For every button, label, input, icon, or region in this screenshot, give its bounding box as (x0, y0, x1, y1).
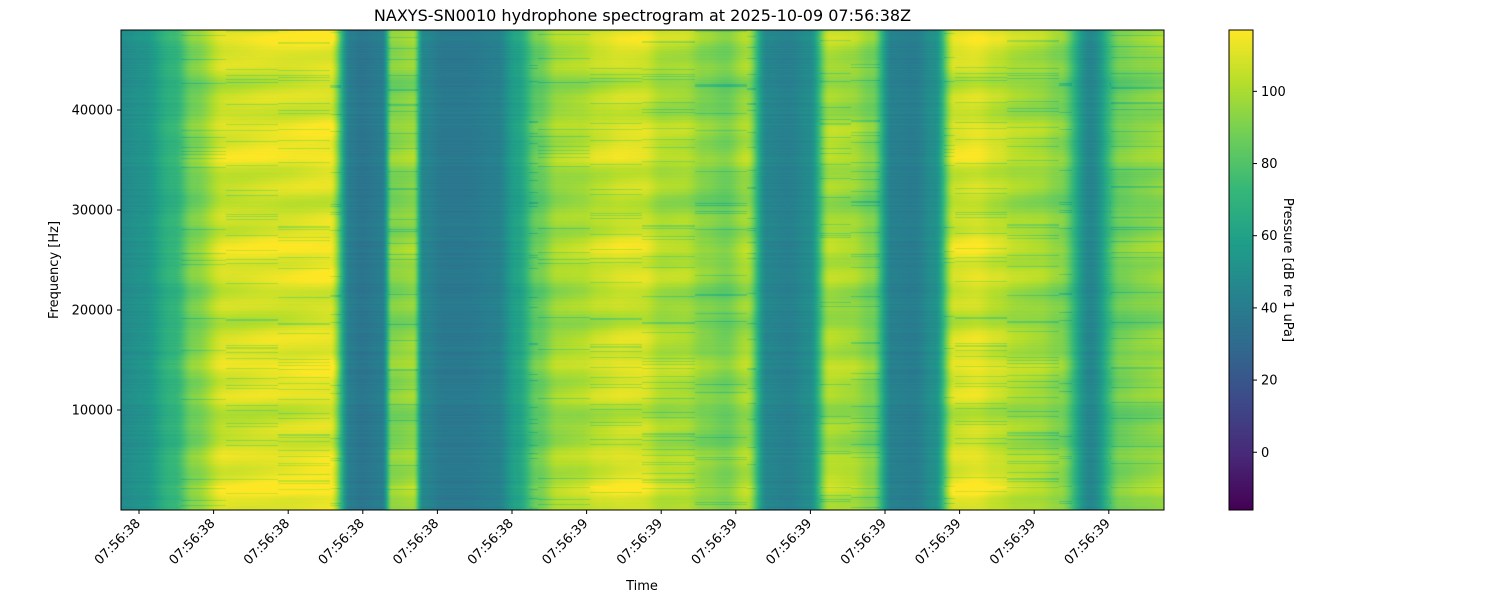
colorbar-tick-label: 20 (1261, 374, 1278, 389)
colorbar-ticks: 0 20 40 60 80 100 (1253, 85, 1286, 461)
colorbar-tick-label: 60 (1261, 229, 1278, 244)
x-tick-label: 07:56:38 (390, 516, 442, 568)
x-tick-label: 07:56:39 (1062, 516, 1114, 568)
x-axis-ticks: 07:56:38 07:56:38 07:56:38 07:56:38 07:56:38… (92, 510, 1114, 568)
colorbar-tick-label: 0 (1261, 446, 1269, 461)
colorbar-label: Pressure [dB re 1 uPa] (1280, 198, 1295, 342)
spectrogram-heatmap (121, 30, 1164, 510)
colorbar-tick-label: 100 (1261, 85, 1286, 100)
x-tick-label: 07:56:38 (465, 516, 517, 568)
x-tick-label: 07:56:39 (689, 516, 741, 568)
x-tick-label: 07:56:38 (167, 516, 219, 568)
plot-frame (120, 29, 1165, 511)
y-tick-label: 40000 (72, 104, 113, 119)
y-tick-label: 30000 (72, 204, 113, 219)
colorbar-tick-label: 40 (1261, 301, 1278, 316)
colorbar-frame (1228, 29, 1254, 511)
x-tick-label: 07:56:39 (614, 516, 666, 568)
x-tick-label: 07:56:39 (987, 516, 1039, 568)
x-tick-label: 07:56:39 (763, 516, 815, 568)
x-tick-label: 07:56:38 (92, 516, 144, 568)
x-tick-label: 07:56:39 (913, 516, 965, 568)
y-tick-label: 20000 (72, 304, 113, 319)
y-axis-ticks: 10000 20000 30000 40000 (72, 104, 121, 419)
colorbar-tick-label: 80 (1261, 157, 1278, 172)
y-tick-label: 10000 (72, 404, 113, 419)
y-axis-label: Frequency [Hz] (47, 221, 62, 319)
x-tick-label: 07:56:39 (540, 516, 592, 568)
x-tick-label: 07:56:38 (241, 516, 293, 568)
x-tick-label: 07:56:38 (316, 516, 368, 568)
chart-title: NAXYS-SN0010 hydrophone spectrogram at 2… (373, 6, 912, 25)
colorbar-gradient (1229, 30, 1253, 510)
x-axis-label: Time (625, 579, 658, 594)
x-tick-label: 07:56:39 (838, 516, 890, 568)
